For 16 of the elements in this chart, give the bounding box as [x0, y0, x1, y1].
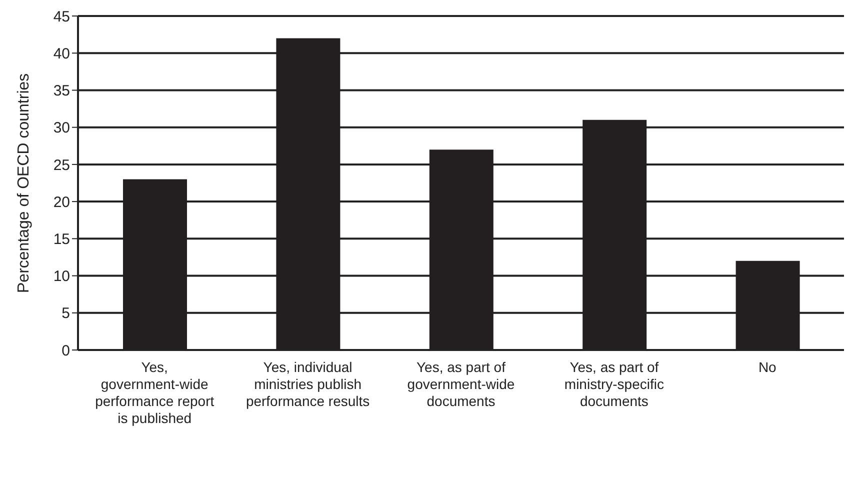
y-tick-label: 20: [53, 194, 70, 211]
x-tick-label: Yes, as part of government-wide documents: [407, 359, 515, 409]
x-tick-label: Yes, individual ministries publish performance results: [246, 359, 370, 409]
y-tick-label: 45: [53, 8, 70, 26]
x-tick-label: Yes, government-wide performance report is published: [95, 359, 214, 426]
y-tick-label: 40: [53, 45, 70, 62]
x-tick-label: No: [758, 359, 777, 375]
x-tick-label: Yes, as part of ministry-specific documents: [564, 359, 664, 409]
y-tick-label: 10: [53, 268, 70, 286]
y-tick-label: 0: [62, 342, 70, 360]
y-tick-label: 5: [62, 305, 70, 322]
y-axis-title: Percentage of OECD countries: [16, 73, 33, 293]
y-tick-label: 35: [53, 82, 70, 100]
y-tick-label: 15: [53, 230, 70, 248]
y-tick-label: 25: [53, 156, 70, 174]
y-tick-label: 30: [53, 120, 70, 137]
